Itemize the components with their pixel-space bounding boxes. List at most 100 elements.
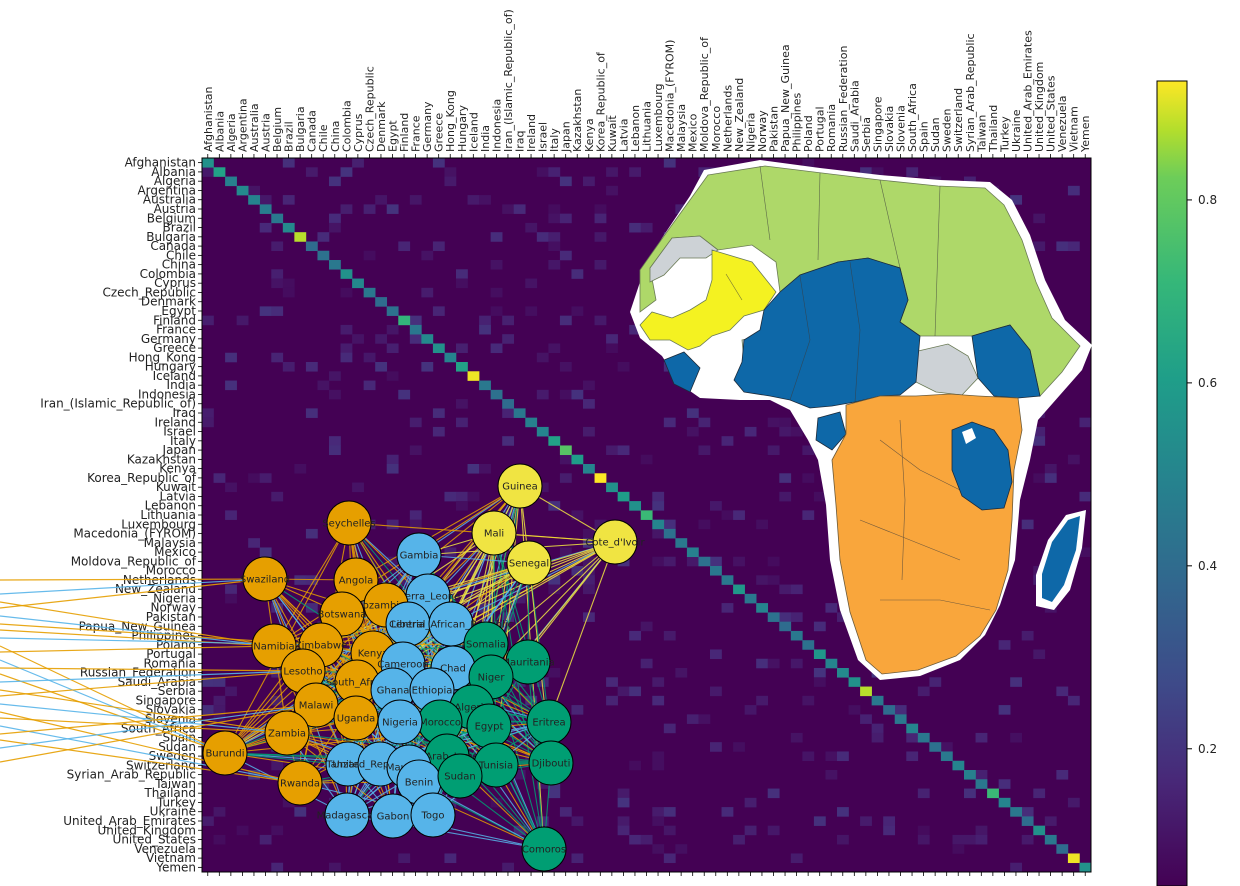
heatmap-cell — [386, 371, 399, 381]
heatmap-cell — [975, 770, 988, 780]
heatmap-cell — [1067, 241, 1080, 252]
heatmap-cell — [213, 807, 226, 817]
x-tick-labels: AfghanistanAlbaniaAlgeriaArgentinaAustra… — [202, 9, 1092, 153]
heatmap-cell — [756, 695, 769, 706]
heatmap-cell — [444, 547, 457, 558]
heatmap-cell — [813, 816, 826, 826]
node-circle — [324, 792, 370, 838]
node-label: Sudan — [444, 772, 476, 783]
heatmap-cell — [606, 334, 618, 344]
y-tick-label: Latvia — [159, 489, 196, 503]
heatmap-cell — [282, 195, 295, 205]
heatmap-cell — [744, 797, 757, 808]
heatmap-diagonal-cell — [248, 195, 261, 205]
heatmap-cell — [813, 491, 826, 502]
heatmap-diagonal-cell — [513, 408, 526, 418]
x-tick-label: Syrian_Arab_Republic — [964, 33, 977, 152]
heatmap-cell — [790, 612, 803, 622]
heatmap-cell — [548, 584, 561, 595]
network-edge — [0, 578, 266, 595]
heatmap-cell — [409, 519, 422, 530]
heatmap-diagonal-cell — [617, 491, 630, 502]
heatmap-cell — [802, 751, 815, 762]
heatmap-cell — [756, 519, 769, 530]
heatmap-cell — [906, 751, 919, 762]
heatmap-cell — [352, 482, 364, 493]
heatmap-cell — [583, 575, 595, 585]
heatmap-diagonal-cell — [432, 343, 445, 354]
x-tick-label: Argentina — [236, 98, 249, 152]
heatmap-cell — [236, 315, 249, 326]
x-tick-label: Taiwan — [975, 115, 988, 153]
heatmap-cell — [282, 158, 295, 168]
heatmap-diagonal-cell — [259, 204, 272, 214]
heatmap-cell — [733, 510, 745, 520]
node-label: Eritrea — [532, 718, 565, 729]
y-tick-label: Macedonia_(FYROM) — [73, 527, 196, 541]
heatmap-diagonal-cell — [490, 389, 503, 400]
y-tick-labels: AfghanistanAlbaniaAlgeriaArgentinaAustra… — [40, 156, 197, 875]
y-tick-label: Taiwan — [154, 777, 196, 791]
y-tick-label: Luxembourg — [121, 517, 196, 531]
node-circle — [497, 463, 543, 509]
heatmap-cell — [548, 204, 561, 214]
node-circle — [521, 826, 567, 872]
heatmap-diagonal-cell — [225, 176, 237, 187]
node-circle — [506, 540, 552, 586]
heatmap-diagonal-cell — [802, 640, 815, 650]
colorbar-ticks: 0.2 0.4 0.6 0.8 — [1187, 193, 1217, 756]
y-tick-label: Saudi_Arabia — [118, 675, 196, 689]
node-label: Seychelles — [322, 519, 375, 530]
heatmap-cell — [825, 603, 838, 613]
x-tick-label: France — [410, 115, 423, 152]
heatmap-cell — [617, 797, 630, 808]
heatmap-cell — [640, 222, 653, 233]
heatmap-cell — [583, 584, 595, 595]
heatmap-cell — [571, 510, 584, 520]
heatmap-cell — [652, 751, 665, 762]
heatmap-cell — [525, 306, 538, 316]
y-tick-label: United_Arab_Emirates — [63, 814, 196, 828]
x-tick-label: Papua_New_Guinea — [779, 44, 792, 152]
node-circle — [242, 556, 288, 602]
heatmap-cell — [1056, 241, 1069, 252]
x-tick-label: Pakistan — [768, 106, 781, 152]
heatmap-cell — [259, 547, 272, 558]
y-tick-label: Portugal — [146, 647, 196, 661]
node-circle — [471, 510, 517, 556]
x-tick-label: Turkey — [998, 116, 1011, 153]
node-label: Algeria — [454, 703, 489, 714]
heatmap-cell — [767, 658, 780, 669]
heatmap-cell — [456, 501, 468, 511]
heatmap-cell — [652, 491, 665, 502]
heatmap-cell — [271, 269, 284, 279]
heatmap-diagonal-cell — [456, 362, 468, 372]
heatmap-cell — [202, 705, 214, 715]
heatmap-cell — [710, 649, 722, 660]
y-tick-label: Moldova_Republic_of — [71, 554, 197, 568]
heatmap-diagonal-cell — [317, 250, 330, 261]
heatmap-diagonal-cell — [952, 760, 965, 771]
heatmap-cell — [259, 306, 272, 316]
heatmap-cell — [998, 640, 1011, 650]
x-tick-label: Israel — [537, 122, 550, 152]
node-label: Tunisia — [478, 761, 513, 772]
heatmap-diagonal-cell — [1056, 844, 1069, 854]
heatmap-cell — [571, 269, 584, 279]
heatmap-cell — [502, 547, 515, 558]
y-tick-label: United_Kingdom — [97, 823, 196, 837]
x-tick-label: China — [329, 121, 342, 152]
heatmap-cell — [536, 167, 549, 177]
heatmap-cell — [536, 389, 549, 400]
heatmap-cell — [536, 232, 549, 242]
heatmap-cell — [767, 445, 780, 456]
heatmap-cell — [617, 825, 630, 836]
x-tick-label: Macedonia_(FYROM) — [664, 40, 677, 152]
y-tick-label: Canada — [150, 239, 196, 253]
network-node: Tunisia — [473, 742, 519, 788]
node-label: Chad — [440, 664, 466, 675]
heatmap-cell — [536, 352, 549, 363]
heatmap-cell — [756, 575, 769, 585]
y-tick-label: Turkey — [156, 795, 196, 809]
heatmap-cell — [1010, 677, 1023, 687]
